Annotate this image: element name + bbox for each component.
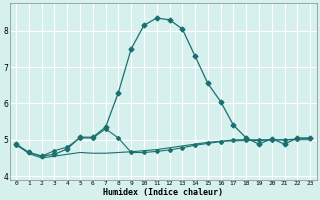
X-axis label: Humidex (Indice chaleur): Humidex (Indice chaleur) bbox=[103, 188, 223, 197]
